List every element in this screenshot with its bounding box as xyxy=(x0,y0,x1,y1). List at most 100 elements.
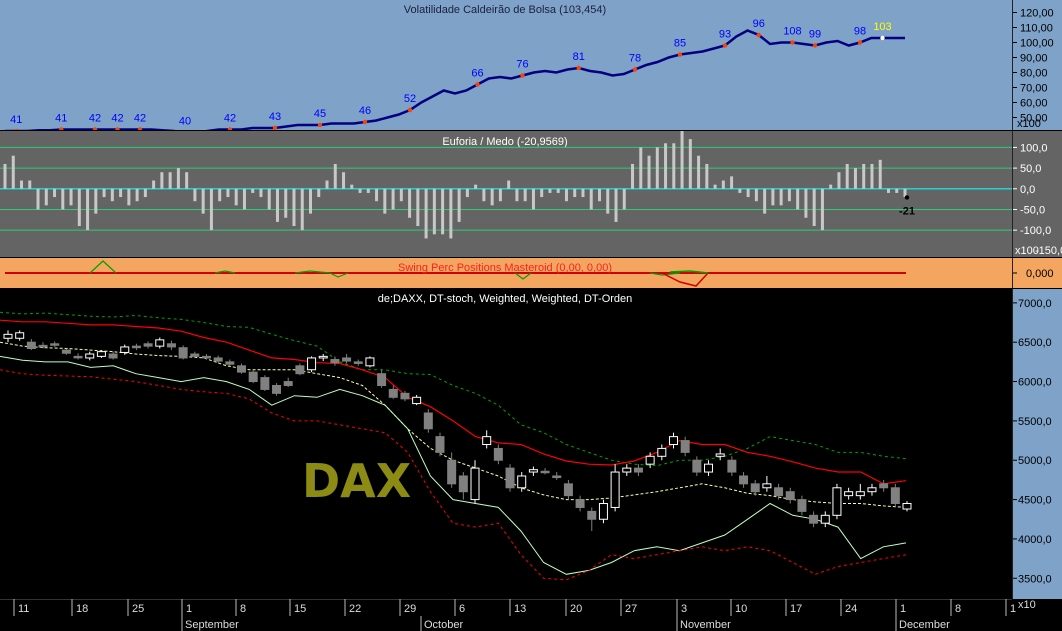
scale-tick-label: 120,00 xyxy=(1020,8,1054,20)
volatility-scale: 120,00 110,00 100,00 90,00 80,00 70,00 60,00 50… xyxy=(1012,0,1062,130)
candle-body xyxy=(190,353,200,357)
volatility-data-label: 78 xyxy=(629,53,641,65)
fear-greed-bar xyxy=(69,188,73,206)
scale-bottom-label: -150,0 xyxy=(1035,245,1062,257)
candle-body xyxy=(645,455,655,465)
candle-body xyxy=(739,475,749,485)
fear-greed-bar xyxy=(631,163,635,189)
fear-greed-bar xyxy=(779,188,783,206)
x-tick-label: 8 xyxy=(240,603,246,615)
candle-body xyxy=(867,487,877,493)
fear-greed-bar xyxy=(209,188,213,231)
scale-tick-label: 0,0 xyxy=(1020,184,1035,196)
fear-greed-bar xyxy=(862,163,866,189)
candle-body xyxy=(657,447,667,457)
fear-greed-bar xyxy=(721,180,725,189)
swing-peak xyxy=(214,270,236,274)
dax-title: de;DAXX, DT-stoch, Weighted, Weighted, D… xyxy=(377,293,633,305)
volatility-data-label: 85 xyxy=(674,38,686,50)
fear-greed-bar xyxy=(870,163,874,189)
scale-tick-label: 80,00 xyxy=(1020,68,1048,80)
x-tick-label: 27 xyxy=(625,603,637,615)
volatility-point xyxy=(362,119,368,125)
candle-body xyxy=(598,503,608,520)
candle-body xyxy=(178,347,188,359)
candle-body xyxy=(727,459,737,473)
volatility-data-label: 81 xyxy=(573,51,585,63)
volatility-point xyxy=(790,40,795,45)
fear-greed-bar xyxy=(482,188,486,202)
candle-body xyxy=(237,365,247,373)
x-tick-label: 24 xyxy=(845,603,857,615)
fear-greed-bar xyxy=(176,168,180,189)
volatility-data-label: 42 xyxy=(89,113,101,125)
scale-tick-label: 50,00 xyxy=(1020,113,1048,125)
fear-greed-bar xyxy=(350,184,354,189)
volatility-data-label: 41 xyxy=(10,114,22,126)
fear-greed-bar xyxy=(705,163,709,189)
last-value-label: -21 xyxy=(899,205,915,217)
month-label: September xyxy=(185,619,239,631)
candle-body xyxy=(750,483,760,493)
candle-body xyxy=(517,475,527,489)
x-tick-label: 29 xyxy=(404,603,416,615)
x-tick-label: 25 xyxy=(132,603,144,615)
candle-body xyxy=(155,339,165,347)
volatility-point xyxy=(520,73,525,78)
volatility-point xyxy=(632,67,638,72)
swing-panel: Swing Perc Positions Masteroid (0,00, 0,… xyxy=(0,258,1062,288)
x-tick-label: 22 xyxy=(349,603,361,615)
fear-greed-bar xyxy=(416,188,420,227)
candle-body xyxy=(120,346,130,353)
fear-greed-bar xyxy=(903,188,907,198)
volatility-data-label: 108 xyxy=(783,26,801,38)
candle-body xyxy=(762,483,772,489)
euforia-medo-scale: 100,0 50,0 0,0 -50,0 -100,0 x100-150,0 xyxy=(1012,131,1062,257)
fear-greed-bar xyxy=(28,180,32,189)
dax-panel: de;DAXX, DT-stoch, Weighted, Weighted, D… xyxy=(0,289,1062,599)
candle-body xyxy=(342,357,352,362)
x-tick-label: 11 xyxy=(18,603,29,615)
fear-greed-bar xyxy=(713,184,717,189)
candle-body xyxy=(785,491,795,501)
candle-body xyxy=(855,491,865,497)
fear-greed-bar xyxy=(771,188,775,206)
x-tick-label: 10 xyxy=(735,603,747,615)
volatility-data-label: 42 xyxy=(111,113,123,125)
scale-tick-label: 0,000 xyxy=(1026,268,1054,280)
candle-body xyxy=(552,475,562,479)
fear-greed-bar xyxy=(284,188,288,218)
candle-body xyxy=(715,453,725,457)
volatility-data-label: 52 xyxy=(404,93,416,105)
volatility-point xyxy=(92,127,98,130)
swing-dip xyxy=(649,272,681,276)
fear-greed-bar xyxy=(886,188,890,193)
candle-body xyxy=(610,471,620,508)
swing-scale: 0,000 xyxy=(1012,258,1062,288)
candle-body xyxy=(388,388,398,398)
fear-greed-bar xyxy=(152,180,156,189)
x-tick-label: 1 xyxy=(186,603,192,615)
candle-body xyxy=(832,487,842,516)
fear-greed-bar xyxy=(275,188,279,222)
volatility-chart: 41 41 42 42 42 40 42 43 45 46 52 66 76 81 78 85 93 96 108 9… xyxy=(5,18,905,130)
volatility-point xyxy=(407,107,413,113)
fear-greed-bar xyxy=(391,188,395,210)
candle-body xyxy=(50,343,60,346)
candle-body xyxy=(38,344,48,348)
scale-tick-label: 3500,0 xyxy=(1018,573,1052,585)
fear-greed-bar xyxy=(680,131,684,189)
volatility-point xyxy=(857,40,863,45)
candle-body xyxy=(108,353,118,359)
scale-tick-label: 7000,0 xyxy=(1018,298,1052,310)
scale-tick-label: 70,00 xyxy=(1020,83,1048,95)
x-axis: 11 18 25 1 8 15 22 29 6 13 20 27 3 10 17 24 1 8 1 September… xyxy=(0,599,1062,631)
volatility-line xyxy=(5,29,905,130)
fear-greed-bar xyxy=(606,188,610,214)
fear-greed-bar xyxy=(358,188,362,193)
volatility-scale-ticks: 120,00 110,00 100,00 90,00 80,00 70,00 60,00 50… xyxy=(1013,8,1054,130)
fear-greed-bar xyxy=(408,188,412,218)
candle-body xyxy=(96,351,106,357)
scale-multiplier: x100 xyxy=(1017,118,1041,130)
x-tick-label: 8 xyxy=(955,603,961,615)
